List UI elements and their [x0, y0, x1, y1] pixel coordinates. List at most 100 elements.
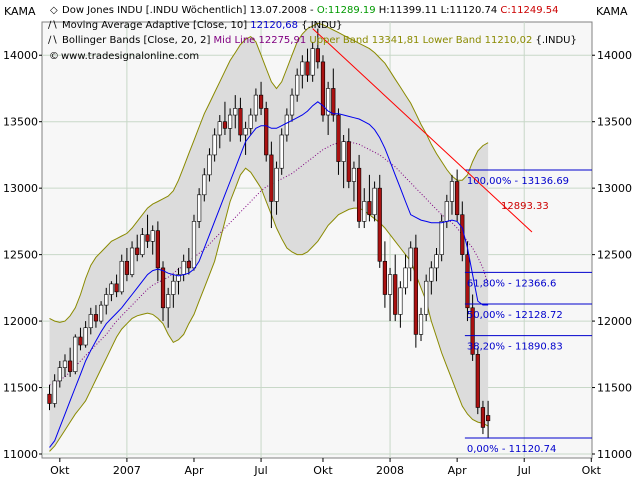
candle [455, 169, 460, 222]
candle-body [47, 393, 52, 404]
candle [341, 134, 346, 189]
copyright-icon: © [49, 51, 59, 62]
candle-body [300, 61, 305, 76]
candle [382, 241, 388, 308]
candle-body [424, 280, 429, 315]
legend-price: Dow Jones INDU [.INDU Wöchentlich] 13.07… [62, 5, 558, 16]
legend-icon-kama: ∕∖ [48, 20, 58, 31]
y-tick-left-12000: 12000 [3, 315, 38, 328]
candle-body [429, 267, 434, 282]
fib-label-0: 100,00% - 13136.69 [467, 176, 569, 187]
y-tick-left-11000: 11000 [3, 448, 38, 461]
y-tick-right-12500: 12500 [597, 249, 632, 262]
x-tick-label-6: Apr [448, 464, 468, 477]
candlesticks [47, 28, 491, 439]
candle-body [150, 230, 155, 242]
candle [372, 181, 377, 222]
candle-body [449, 181, 455, 202]
candle [88, 307, 93, 335]
candle [300, 55, 305, 89]
candle-body [186, 260, 191, 269]
candle-body [305, 61, 310, 76]
candle [119, 254, 124, 295]
candle [68, 347, 73, 377]
candle [78, 327, 83, 351]
candle [289, 88, 295, 122]
candle-body [176, 274, 181, 282]
legend-part: Mid Line 12275,91 [214, 35, 307, 46]
candle [222, 101, 228, 135]
candle-body [104, 294, 109, 306]
y-tick-left-12500: 12500 [3, 249, 38, 262]
candle [52, 374, 57, 408]
candle [57, 360, 62, 388]
candle [135, 234, 140, 262]
candle [413, 234, 418, 348]
candle [191, 214, 197, 271]
candle-body [279, 134, 284, 169]
fib-label-4: 0,00% - 11120.74 [467, 444, 556, 455]
y-tick-left-13000: 13000 [3, 182, 38, 195]
candle-body [295, 74, 300, 96]
candle-body [99, 304, 104, 322]
candle [258, 81, 264, 116]
legend-part: Lower Band 11210,02 [423, 35, 533, 46]
candle-body [393, 274, 398, 315]
y-tick-left-14000: 14000 [3, 49, 38, 62]
candle [217, 115, 222, 149]
candle-body [197, 194, 202, 222]
legend-part: {.INDU} [298, 20, 343, 31]
candle-body [289, 94, 295, 116]
candle-body [155, 230, 160, 269]
mid-line [49, 141, 489, 386]
candle [62, 354, 68, 377]
candle [140, 228, 145, 258]
candle [326, 81, 331, 135]
candle-body [57, 367, 62, 382]
candle-body [222, 121, 228, 129]
candle [393, 254, 398, 322]
candle-body [326, 88, 331, 116]
legend-icon-bollinger: ∕∖ [48, 35, 58, 46]
candle-body [465, 254, 470, 309]
candle-body [470, 307, 475, 355]
candle [470, 294, 475, 361]
candle-body [243, 128, 248, 136]
candle-body [68, 360, 73, 372]
candle [73, 334, 78, 375]
candle [346, 128, 351, 189]
candle-body [320, 61, 326, 116]
bollinger-fill [49, 23, 489, 452]
watermark: www.tradesignalonline.com [61, 51, 199, 62]
candle [124, 247, 129, 282]
candle [243, 121, 248, 155]
candle-body [418, 314, 424, 335]
legend-part: H:11399.11 L:11120.74 [376, 5, 501, 16]
candle-body [485, 415, 491, 422]
y-tick-right-11000: 11000 [597, 448, 632, 461]
candle-body [346, 141, 351, 182]
candle [429, 261, 434, 295]
x-tick-label-7: Jul [517, 464, 531, 477]
candle-body [264, 108, 269, 156]
candle [320, 55, 326, 122]
candle [83, 321, 88, 348]
candle-body [171, 280, 176, 295]
kama-line [49, 101, 489, 448]
candle-body [52, 380, 57, 404]
candle-body [367, 201, 372, 216]
legend-part: 12120,68 [250, 20, 298, 31]
overlays: 100,00% - 13136.69 61,80% - 12366.6 50,00%… [49, 28, 592, 455]
candle-body [475, 354, 480, 408]
candle [171, 274, 176, 308]
candle-body [135, 247, 140, 255]
candle [253, 88, 259, 122]
candle [269, 141, 274, 229]
candle [145, 214, 150, 248]
candle-body [413, 247, 418, 335]
legend-part: Bollinger Bands [Close, 20, 2] [62, 35, 214, 46]
candle [207, 148, 212, 182]
x-tick-label-5: 2008 [376, 464, 404, 477]
candle [377, 174, 382, 268]
left-axis-title: KAMA [4, 5, 36, 18]
